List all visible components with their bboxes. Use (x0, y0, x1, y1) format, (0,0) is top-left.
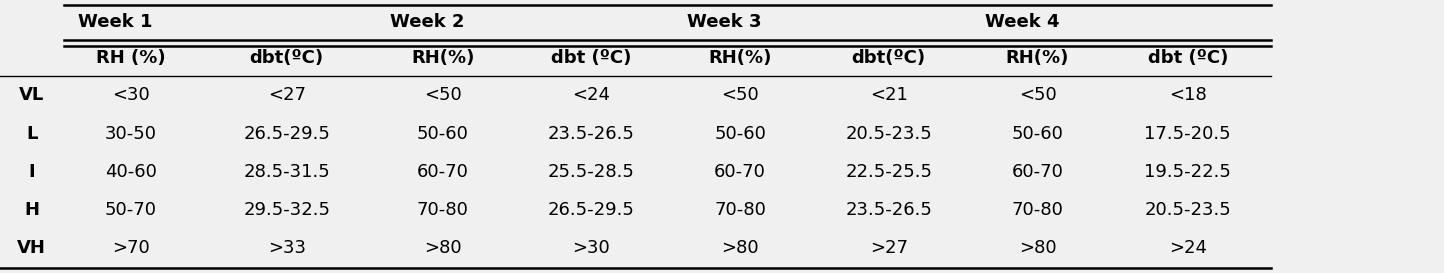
Text: 22.5-25.5: 22.5-25.5 (845, 163, 933, 181)
Text: 40-60: 40-60 (105, 163, 156, 181)
Text: Week 2: Week 2 (390, 13, 465, 31)
Text: dbt(ºC): dbt(ºC) (852, 49, 926, 67)
Text: <18: <18 (1168, 86, 1207, 104)
Text: >80: >80 (721, 239, 760, 257)
Text: Week 3: Week 3 (687, 13, 762, 31)
Text: 50-70: 50-70 (104, 201, 157, 219)
Text: dbt(ºC): dbt(ºC) (250, 49, 323, 67)
Text: <30: <30 (111, 86, 150, 104)
Text: 28.5-31.5: 28.5-31.5 (243, 163, 331, 181)
Text: 70-80: 70-80 (1012, 201, 1063, 219)
Text: >70: >70 (111, 239, 150, 257)
Text: 17.5-20.5: 17.5-20.5 (1145, 124, 1230, 143)
Text: >80: >80 (1018, 239, 1057, 257)
Text: RH (%): RH (%) (95, 49, 166, 67)
Text: >80: >80 (423, 239, 462, 257)
Text: 70-80: 70-80 (417, 201, 468, 219)
Text: 23.5-26.5: 23.5-26.5 (547, 124, 635, 143)
Text: L: L (26, 124, 38, 143)
Text: VH: VH (17, 239, 46, 257)
Text: Week 4: Week 4 (985, 13, 1060, 31)
Text: 50-60: 50-60 (417, 124, 468, 143)
Text: VL: VL (19, 86, 45, 104)
Text: <50: <50 (721, 86, 760, 104)
Text: H: H (25, 201, 39, 219)
Text: <50: <50 (1018, 86, 1057, 104)
Text: 60-70: 60-70 (417, 163, 468, 181)
Text: 23.5-26.5: 23.5-26.5 (845, 201, 933, 219)
Text: RH(%): RH(%) (1006, 49, 1069, 67)
Text: RH(%): RH(%) (709, 49, 771, 67)
Text: 30-50: 30-50 (104, 124, 157, 143)
Text: 50-60: 50-60 (1012, 124, 1063, 143)
Text: 25.5-28.5: 25.5-28.5 (547, 163, 635, 181)
Text: 29.5-32.5: 29.5-32.5 (243, 201, 331, 219)
Text: 60-70: 60-70 (715, 163, 765, 181)
Text: 26.5-29.5: 26.5-29.5 (547, 201, 635, 219)
Text: Week 1: Week 1 (78, 13, 153, 31)
Text: 60-70: 60-70 (1012, 163, 1063, 181)
Text: RH(%): RH(%) (412, 49, 474, 67)
Text: <50: <50 (423, 86, 462, 104)
Text: 26.5-29.5: 26.5-29.5 (243, 124, 331, 143)
Text: >24: >24 (1168, 239, 1207, 257)
Text: >33: >33 (267, 239, 306, 257)
Text: dbt (ºC): dbt (ºC) (552, 49, 631, 67)
Text: 50-60: 50-60 (715, 124, 765, 143)
Text: 20.5-23.5: 20.5-23.5 (845, 124, 933, 143)
Text: <21: <21 (869, 86, 908, 104)
Text: I: I (29, 163, 35, 181)
Text: 20.5-23.5: 20.5-23.5 (1144, 201, 1232, 219)
Text: >27: >27 (869, 239, 908, 257)
Text: <27: <27 (267, 86, 306, 104)
Text: <24: <24 (572, 86, 611, 104)
Text: 19.5-22.5: 19.5-22.5 (1144, 163, 1232, 181)
Text: dbt (ºC): dbt (ºC) (1148, 49, 1227, 67)
Text: >30: >30 (572, 239, 611, 257)
Text: 70-80: 70-80 (715, 201, 765, 219)
